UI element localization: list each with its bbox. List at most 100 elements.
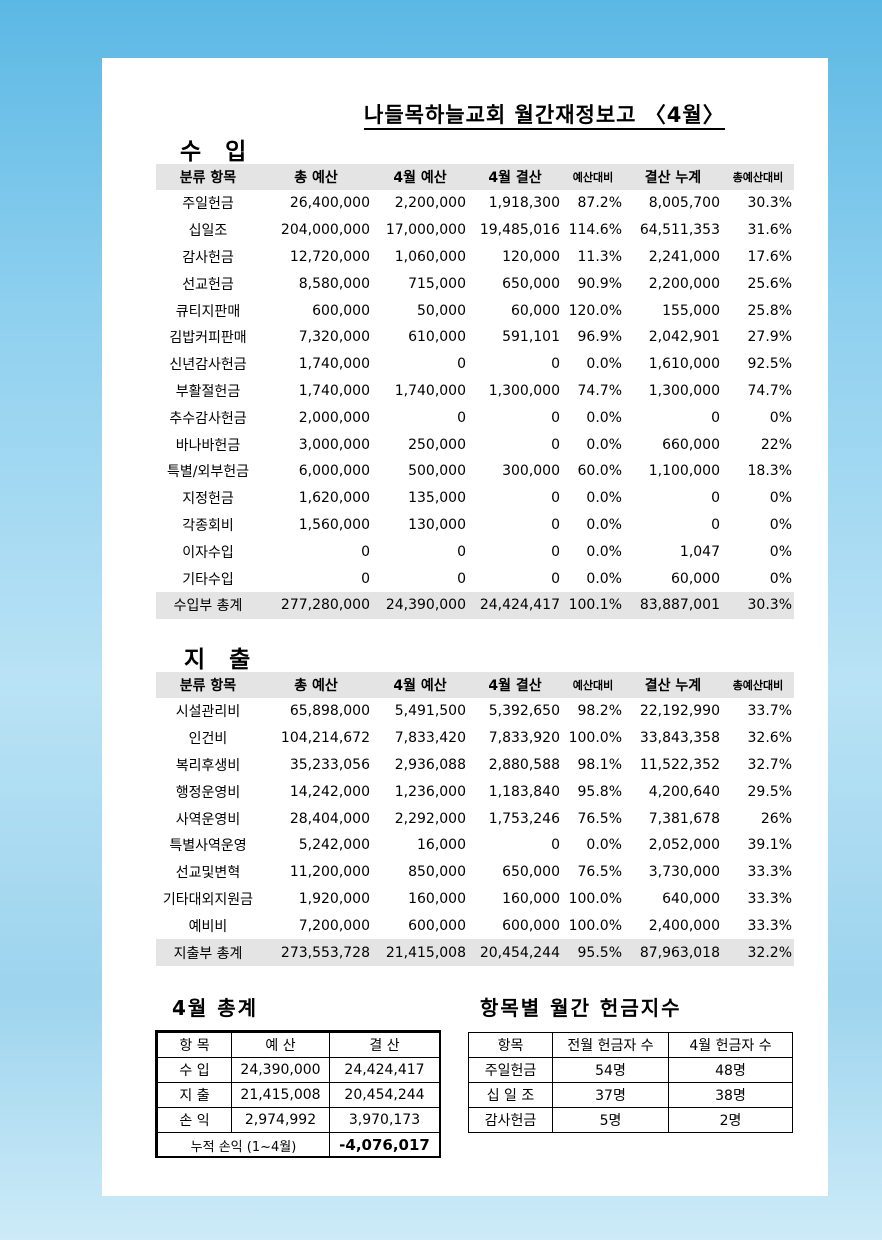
income-value-cell: 130,000: [408, 516, 466, 533]
cash-count-row: 주일헌금 54명 48명: [468, 1057, 793, 1083]
income-body: 주일헌금 26,400,000 2,200,000 1,918,300 87.2% 8,0…: [156, 190, 794, 619]
expense-row: 행정운영비 14,242,000 1,236,000 1,183,840 95.8% 4,…: [156, 778, 794, 805]
expense-header-cell: 결산 누계: [624, 672, 722, 698]
income-value-cell: 1,047: [679, 543, 720, 560]
income-header-row: 분류 항목 총 예산 4월 예산 4월 결산 예산대비 결산 누계 총예산대비: [156, 164, 794, 190]
income-value-cell: 715,000: [408, 275, 466, 292]
income-value-cell: 250,000: [408, 436, 466, 453]
income-value-cell: 60.0%: [577, 463, 622, 480]
expense-header-cell: 총예산대비: [722, 672, 794, 698]
income-value-cell: 0: [711, 409, 720, 426]
expense-row: 복리후생비 35,233,056 2,936,088 2,880,588 98.1% 11…: [156, 752, 794, 779]
income-value-cell: 0: [457, 409, 466, 426]
income-value-cell: 2,241,000: [648, 248, 720, 265]
expense-value-cell: 7,833,420: [394, 730, 466, 747]
expense-value-cell: 2,400,000: [648, 917, 720, 934]
cash-count-header-cell: 전월 헌금자 수: [552, 1032, 669, 1058]
cash-count-row: 감사헌금 5명 2명: [468, 1107, 793, 1133]
cash-count-row: 십 일 조 37명 38명: [468, 1082, 793, 1108]
expense-value-cell: 7,200,000: [298, 917, 370, 934]
income-row: 감사헌금 12,720,000 1,060,000 120,000 11.3% 2,241…: [156, 244, 794, 271]
income-value-cell: 17,000,000: [385, 222, 466, 239]
expense-row: 인건비 104,214,672 7,833,420 7,833,920 100.0% 33…: [156, 725, 794, 752]
expense-value-cell: 5,491,500: [394, 703, 466, 720]
expense-row: 사역운영비 28,404,000 2,292,000 1,753,246 76.5% 7,…: [156, 805, 794, 832]
expense-value-cell: 1,236,000: [394, 783, 466, 800]
income-total-value: 277,280,000: [260, 591, 372, 619]
expense-value-cell: 26%: [760, 810, 792, 827]
income-value-cell: 0: [457, 543, 466, 560]
income-value-cell: 0.0%: [586, 570, 622, 587]
expense-category-cell: 복리후생비: [175, 757, 241, 774]
expense-category-cell: 행정운영비: [175, 784, 241, 801]
income-value-cell: 1,610,000: [648, 356, 720, 373]
expense-value-cell: 98.1%: [577, 756, 622, 773]
expense-value-cell: 7,833,920: [488, 730, 560, 747]
expense-value-cell: 650,000: [502, 864, 560, 881]
income-category-cell: 특별/외부헌금: [167, 464, 249, 481]
cash-count-label-cell: 감사헌금: [468, 1107, 553, 1133]
cash-count-header-row: 항목 전월 헌금자 수 4월 헌금자 수: [468, 1032, 793, 1058]
expense-total-value: 95.5%: [562, 939, 624, 966]
expense-value-cell: 14,242,000: [289, 783, 370, 800]
expense-value-cell: 35,233,056: [289, 756, 370, 773]
income-row: 기타수입 0 0 0 0.0% 60,000 0%: [156, 565, 794, 592]
income-value-cell: 25.8%: [747, 302, 792, 319]
income-value-cell: 0%: [769, 543, 792, 560]
expense-value-cell: 1,920,000: [298, 890, 370, 907]
income-value-cell: 120,000: [502, 248, 560, 265]
expense-header-cell: 예산대비: [562, 672, 624, 698]
cash-count-header-cell: 항목: [468, 1032, 553, 1058]
income-value-cell: 0: [361, 543, 370, 560]
income-category-cell: 감사헌금: [182, 249, 234, 266]
summary-value-cell: 21,415,008: [231, 1082, 330, 1108]
expense-total-row: 지출부 총계 273,553,728 21,415,008 20,454,244 95.…: [156, 939, 794, 966]
income-value-cell: 11.3%: [577, 248, 622, 265]
income-heading: 수 입: [180, 139, 255, 165]
income-value-cell: 0: [551, 436, 560, 453]
expense-value-cell: 65,898,000: [289, 703, 370, 720]
expense-value-cell: 2,052,000: [648, 837, 720, 854]
expense-value-cell: 5,392,650: [488, 703, 560, 720]
expense-value-cell: 104,214,672: [280, 730, 370, 747]
income-category-cell: 바나바헌금: [175, 437, 241, 454]
expense-value-cell: 1,183,840: [488, 783, 560, 800]
income-category-cell: 이자수입: [182, 544, 234, 561]
expense-body: 시설관리비 65,898,000 5,491,500 5,392,650 98.2% 22…: [156, 698, 794, 966]
expense-total-value: 273,553,728: [260, 939, 372, 966]
expense-value-cell: 160,000: [502, 890, 560, 907]
expense-row: 기타대외지원금 1,920,000 160,000 160,000 100.0% 640,…: [156, 886, 794, 913]
income-value-cell: 0.0%: [586, 409, 622, 426]
income-row: 바나바헌금 3,000,000 250,000 0 0.0% 660,000 22%: [156, 431, 794, 458]
expense-value-cell: 600,000: [502, 917, 560, 934]
expense-category-cell: 인건비: [188, 731, 228, 748]
income-value-cell: 87.2%: [577, 195, 622, 212]
income-value-cell: 0: [457, 570, 466, 587]
income-value-cell: 1,060,000: [394, 248, 466, 265]
income-header-cell: 분류 항목: [156, 164, 260, 190]
expense-value-cell: 5,242,000: [298, 837, 370, 854]
income-value-cell: 50,000: [417, 302, 466, 319]
expense-header-cell: 4월 예산: [372, 672, 468, 698]
summary-label-cell: 수 입: [157, 1057, 232, 1083]
income-value-cell: 2,200,000: [394, 195, 466, 212]
income-value-cell: 1,620,000: [298, 490, 370, 507]
income-value-cell: 96.9%: [577, 329, 622, 346]
expense-value-cell: 2,936,088: [394, 756, 466, 773]
income-value-cell: 0: [457, 356, 466, 373]
cash-count-value-cell: 38명: [668, 1082, 793, 1108]
income-header-cell: 결산 누계: [624, 164, 722, 190]
expense-value-cell: 0: [551, 837, 560, 854]
summary-row: 지 출 21,415,008 20,454,244: [157, 1082, 440, 1108]
income-value-cell: 1,918,300: [488, 195, 560, 212]
expense-value-cell: 11,200,000: [289, 864, 370, 881]
income-value-cell: 31.6%: [747, 222, 792, 239]
income-value-cell: 0.0%: [586, 543, 622, 560]
expense-value-cell: 29.5%: [747, 783, 792, 800]
income-value-cell: 1,740,000: [298, 382, 370, 399]
summary-value-cell: 24,424,417: [329, 1057, 440, 1083]
expense-value-cell: 33.3%: [747, 864, 792, 881]
income-table: 분류 항목 총 예산 4월 예산 4월 결산 예산대비 결산 누계 총예산대비 주일헌금 26…: [156, 164, 794, 619]
